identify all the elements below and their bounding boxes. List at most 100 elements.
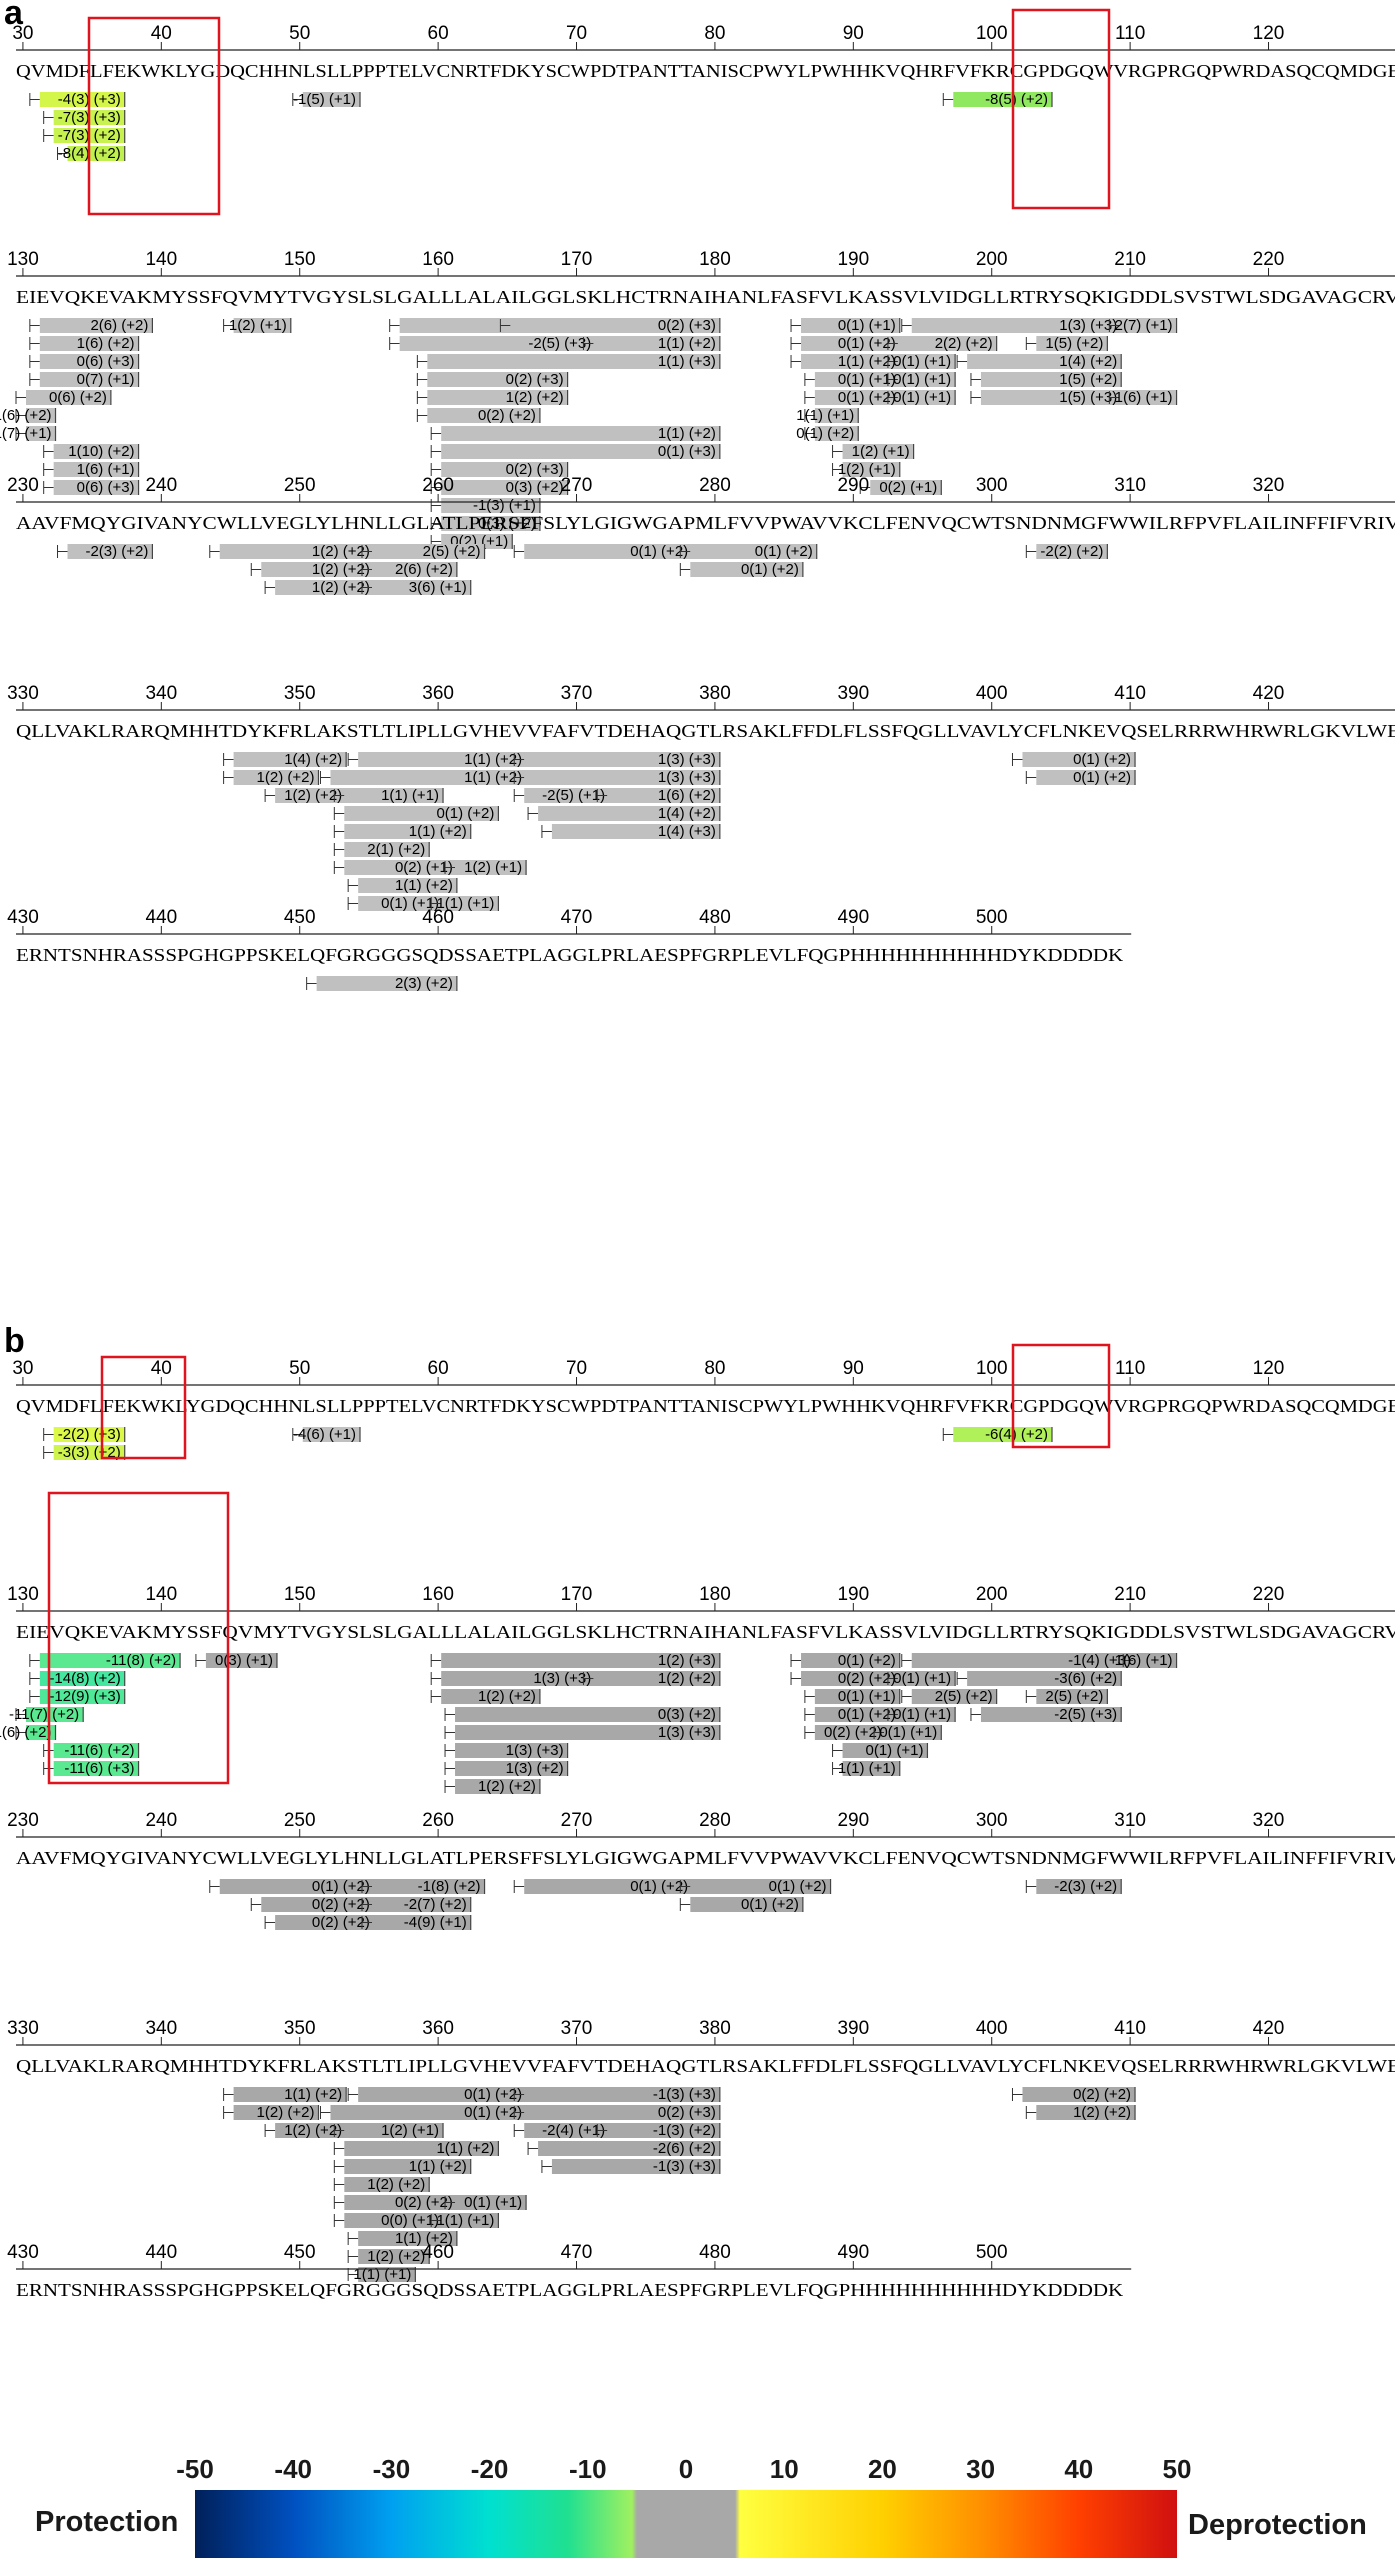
color-scale-legend: Protection Deprotection -50 -40 -30 -20 -10 0… bbox=[35, 2454, 1367, 2558]
peptide-label: 0(3) (+2) bbox=[658, 1706, 716, 1723]
peptide-label: 1(2) (+2) bbox=[367, 2176, 425, 2193]
peptide-fill bbox=[233, 2087, 347, 2102]
peptide-label: 1(2) (+2) bbox=[312, 561, 370, 578]
peptide-bar: 0(7) (+1) bbox=[29, 371, 140, 388]
ruler-tick-label: 120 bbox=[1253, 1358, 1285, 1379]
peptide-bar: 3(6) (+1) bbox=[361, 579, 472, 596]
color-scale-tick-label: 40 bbox=[1064, 2454, 1093, 2484]
peptide-fill bbox=[53, 444, 139, 459]
peptide-fill bbox=[441, 444, 720, 459]
peptide-fill bbox=[980, 372, 1122, 387]
peptide-fill bbox=[1036, 2105, 1136, 2120]
peptide-label: -1(3) (+3) bbox=[653, 2086, 716, 2103]
peptide-fill bbox=[372, 1915, 471, 1930]
peptide-label: 0(6) (+2) bbox=[49, 389, 107, 406]
peptide-bar: 1(2) (+2) bbox=[416, 389, 569, 406]
peptide-fill bbox=[801, 318, 900, 333]
peptide-fill bbox=[39, 372, 139, 387]
peptide-fill bbox=[344, 2195, 457, 2210]
peptide-fill bbox=[455, 1725, 720, 1740]
peptide-fill bbox=[455, 1743, 568, 1758]
peptide-bar: 0(1) (+1) bbox=[887, 353, 956, 370]
peptide-fill bbox=[26, 408, 56, 423]
peptide-fill bbox=[897, 1707, 956, 1722]
peptide-bar: 1(6) (+2) bbox=[0, 407, 57, 424]
peptide-label: 0(2) (+3) bbox=[658, 317, 716, 334]
peptide-fill bbox=[551, 824, 720, 839]
ruler-tick-label: 210 bbox=[1114, 1584, 1146, 1605]
ruler-tick-label: 360 bbox=[422, 2018, 454, 2039]
peptide-fill bbox=[455, 2195, 527, 2210]
peptide-fill bbox=[372, 1897, 471, 1912]
peptide-fill bbox=[884, 1725, 942, 1740]
color-scale-bar bbox=[195, 2490, 1177, 2558]
peptide-bar: -11(8) (+2) bbox=[29, 1652, 181, 1669]
ruler-tick-label: 60 bbox=[428, 23, 449, 44]
peptide-label: 2(7) (+1) bbox=[1115, 317, 1173, 334]
peptide-fill bbox=[358, 2087, 527, 2102]
peptide-bar: 1(2) (+2) bbox=[1025, 2104, 1136, 2121]
peptide-label: 0(2) (+2) bbox=[838, 1670, 896, 1687]
ruler-tick-label: 220 bbox=[1253, 1584, 1285, 1605]
peptide-label: 1(1) (+1) bbox=[838, 1760, 896, 1777]
peptide-bar: 0(1) (+2) bbox=[333, 805, 499, 822]
peptide-bar: -8(5) (+2) bbox=[942, 91, 1053, 108]
peptide-label: 0(1) (+1) bbox=[879, 1724, 937, 1741]
peptide-bar: 1(2) (+1) bbox=[223, 317, 292, 334]
deprotection-label: Deprotection bbox=[1188, 2509, 1367, 2541]
ruler-tick-label: 30 bbox=[12, 23, 33, 44]
peptide-bar: -2(3) (+2) bbox=[57, 543, 153, 560]
peptide-fill bbox=[330, 770, 527, 785]
peptide-bar: 1(1) (+1) bbox=[333, 787, 444, 804]
peptide-bar: 1(4) (+2) bbox=[223, 751, 347, 768]
sequence-row: 330 340 350 360 370 380 390 400 410 420 QLLVAKLRAR… bbox=[7, 683, 1395, 912]
peptide-fill bbox=[344, 2123, 444, 2138]
ruler-tick-label: 270 bbox=[561, 1810, 593, 1831]
peptide-fill bbox=[801, 1671, 900, 1686]
peptide-label: 1(2) (+1) bbox=[229, 317, 287, 334]
peptide-bar: 1(4) (+2) bbox=[956, 353, 1122, 370]
ruler-tick-label: 430 bbox=[7, 907, 39, 928]
peptide-label: 1(4) (+3) bbox=[658, 823, 716, 840]
peptide-label: 1(7) (+1) bbox=[0, 425, 52, 442]
color-scale-tick-label: -50 bbox=[176, 2454, 214, 2484]
peptide-label: 0(1) (+2) bbox=[312, 1878, 370, 1895]
peptide-label: 0(1) (+2) bbox=[464, 2086, 522, 2103]
peptide-bar: 1(6) (+1) bbox=[43, 461, 140, 478]
peptide-label: -11(6) (+2) bbox=[64, 1742, 134, 1759]
peptide-bar: -2(5) (+3) bbox=[389, 335, 596, 352]
peptide-label: 1(2) (+1) bbox=[464, 859, 522, 876]
peptide-label: -1(3) (+2) bbox=[653, 2122, 716, 2139]
peptide-fill bbox=[427, 408, 540, 423]
peptide-fill bbox=[344, 2141, 499, 2156]
peptide-bar: 2(5) (+2) bbox=[901, 1688, 998, 1705]
peptide-fill bbox=[344, 824, 471, 839]
peptide-bar: -6(4) (+2) bbox=[942, 1426, 1053, 1443]
peptide-fill bbox=[358, 896, 444, 911]
peptide-label: 1(6) (+1) bbox=[1115, 1652, 1173, 1669]
peptide-fill bbox=[897, 336, 997, 351]
peptide-fill bbox=[372, 580, 471, 595]
peptide-fill bbox=[344, 842, 430, 857]
peptide-bar: 1(1) (+1) bbox=[832, 1760, 901, 1777]
ruler-tick-label: 490 bbox=[837, 907, 869, 928]
peptide-fill bbox=[330, 2105, 527, 2120]
color-scale-ticks: -50 -40 -30 -20 -10 0 10 20 30 40 50 bbox=[176, 2454, 1191, 2484]
peptide-fill bbox=[233, 2105, 319, 2120]
peptide-fill bbox=[538, 2141, 720, 2156]
peptide-fill bbox=[455, 1761, 568, 1776]
sequence-row: 130 140 150 160 170 180 190 200 210 220 EIEVQKEVAK… bbox=[0, 1584, 1395, 1795]
peptide-bar: 1(1) (+2) bbox=[333, 2158, 472, 2175]
peptide-label: 1(1) (+1) bbox=[436, 2212, 494, 2229]
peptide-label: 0(2) (+2) bbox=[824, 1724, 882, 1741]
peptide-bar: 1(3) (+3) bbox=[430, 1670, 596, 1687]
ruler-tick-label: 230 bbox=[7, 1810, 39, 1831]
peptide-fill bbox=[358, 2267, 416, 2282]
peptide-label: 0(1) (+1) bbox=[893, 389, 951, 406]
peptide-label: 0(1) (+2) bbox=[630, 543, 688, 560]
peptide-bar: 0(1) (+2) bbox=[679, 1878, 832, 1895]
peptide-fill bbox=[953, 92, 1052, 107]
peptide-label: 0(1) (+1) bbox=[838, 317, 896, 334]
peptide-label: -14(8) (+2) bbox=[49, 1670, 120, 1687]
ruler-tick-label: 190 bbox=[837, 249, 869, 270]
